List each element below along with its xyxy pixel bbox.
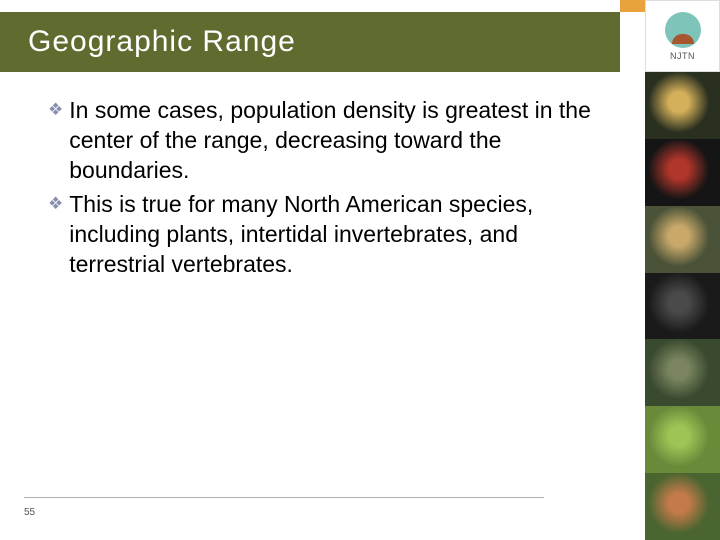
diamond-bullet-icon: ❖ — [48, 189, 63, 219]
slide-number: 55 — [24, 507, 35, 518]
bullet-item: ❖ In some cases, population density is g… — [48, 95, 608, 185]
slide-title: Geographic Range — [28, 25, 296, 59]
bullet-text: This is true for many North American spe… — [69, 189, 608, 279]
thumbnail-5 — [645, 339, 720, 406]
thumbnail-4 — [645, 273, 720, 340]
logo-box: NJTN — [645, 0, 720, 72]
content-area: ❖ In some cases, population density is g… — [48, 95, 608, 283]
thumbnail-6 — [645, 406, 720, 473]
slide: Geographic Range NJTN ❖ In some cases, p… — [0, 0, 720, 540]
logo-icon — [665, 12, 701, 48]
thumbnail-1 — [645, 72, 720, 139]
accent-block — [620, 0, 645, 12]
title-bar: Geographic Range — [0, 12, 620, 72]
bullet-item: ❖ This is true for many North American s… — [48, 189, 608, 279]
thumbnail-7 — [645, 473, 720, 540]
logo-label: NJTN — [670, 51, 695, 61]
diamond-bullet-icon: ❖ — [48, 95, 63, 125]
thumbnail-3 — [645, 206, 720, 273]
thumbnail-2 — [645, 139, 720, 206]
bullet-text: In some cases, population density is gre… — [69, 95, 608, 185]
footer-divider — [24, 497, 544, 498]
right-image-strip: NJTN — [645, 0, 720, 540]
